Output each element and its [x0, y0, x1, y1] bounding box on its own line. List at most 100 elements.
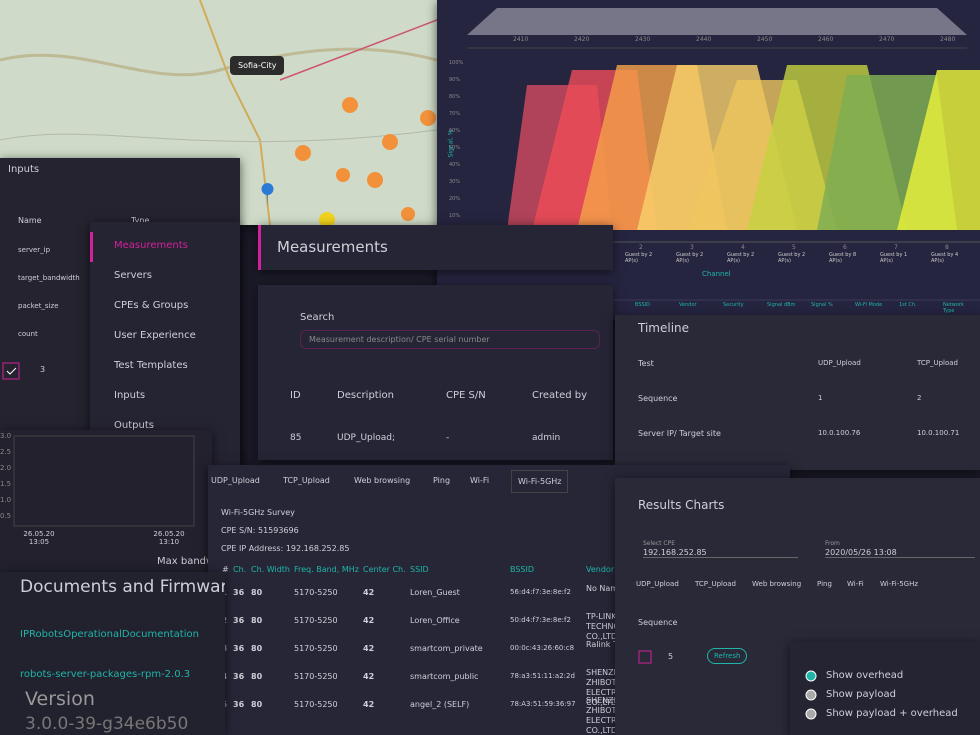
menu-item[interactable]: Servers [114, 270, 153, 281]
table-cell: 42 [363, 672, 375, 681]
tab[interactable]: Web browsing [752, 580, 802, 588]
channel-label: 5 [792, 244, 796, 251]
table-cell: 1 [818, 394, 823, 402]
doc-link[interactable]: robots-server-packages-rpm-2.0.3 [20, 669, 191, 680]
table-cell: - [446, 433, 450, 443]
table-cell: 36 [233, 588, 245, 597]
input-name: count [18, 330, 38, 338]
tab[interactable]: Wi-Fi [847, 580, 864, 588]
panel-title: Timeline [638, 321, 690, 335]
version-label: Version [25, 688, 95, 710]
survey-info: CPE S/N: 51593696 [221, 526, 299, 535]
x-tick-label: 26.05.20 13:05 [23, 530, 55, 546]
input-name: target_bandwidth [18, 274, 80, 282]
field-value[interactable]: 2020/05/26 13:08 [825, 548, 975, 558]
table-cell: Server IP/ Target site [638, 429, 721, 438]
radio-label[interactable]: Show payload [826, 689, 896, 700]
radio[interactable] [805, 670, 817, 682]
column-header: # [222, 565, 229, 574]
channel-note: Guest by 4 AP(s) [931, 252, 959, 264]
table-cell: SHENZHEN ZHIBOTONG ELECTRONICS CO.,LTD [586, 696, 642, 735]
table-cell: Test [638, 359, 654, 368]
channel-label: 3 [690, 244, 694, 251]
table-cell: 36 [233, 616, 245, 625]
column-header: Network Type [943, 302, 964, 314]
wifi-art [437, 8, 980, 301]
table-cell: 78:a3:51:11:a2:2d [510, 672, 575, 680]
tab[interactable]: Ping [817, 580, 832, 588]
tab[interactable]: Wi-Fi-5GHz [511, 470, 569, 493]
column-header: Vendor [586, 565, 615, 574]
menu-item[interactable]: Outputs [114, 420, 154, 431]
tab[interactable]: Web browsing [354, 476, 411, 485]
tab[interactable]: Wi-Fi [470, 476, 490, 485]
tab[interactable]: Wi-Fi-5GHz [880, 580, 919, 588]
legend-label: Max bandwidth [157, 556, 212, 567]
tab[interactable]: UDP_Upload [636, 580, 679, 588]
wifi-chart: 2410 2420 2430 2440 2450 2460 2470 2480 100% 90% 8… [437, 0, 980, 320]
table-cell: 5170-5250 [294, 616, 338, 625]
table-cell: smartcom_public [410, 672, 479, 681]
menu-item[interactable]: Measurements [114, 240, 188, 251]
y-tick-label: 60% [449, 128, 461, 134]
y-tick-label: 1.5 [0, 480, 12, 488]
x-tick-label: 2460 [818, 36, 834, 43]
y-tick-label: 100% [449, 60, 464, 66]
x-tick-label: 2440 [696, 36, 712, 43]
column-header: Ch. Width [251, 565, 290, 574]
checkbox[interactable] [638, 650, 652, 664]
x-tick-label: 2420 [574, 36, 590, 43]
table-cell: No Name [586, 584, 624, 593]
overhead-legend: Show overhead Show payload Show payload + … [790, 642, 980, 735]
table-cell: 10.0.100.76 [818, 429, 861, 437]
column-header: Vendor [679, 302, 697, 308]
measurements-panel: Search Measurement description/ CPE seri… [258, 285, 613, 460]
table-cell: 5170-5250 [294, 588, 338, 597]
column-header: Wi-Fi Mode [855, 302, 883, 308]
tab[interactable]: UDP_Upload [211, 476, 260, 485]
x-tick-label: 2430 [635, 36, 651, 43]
menu-item[interactable]: User Experience [114, 330, 196, 341]
doc-link[interactable]: IPRobotsOperationalDocumentation [20, 629, 199, 640]
radio-label[interactable]: Show overhead [826, 670, 904, 681]
panel-title: Inputs [8, 164, 40, 175]
table-cell: Loren_Office [410, 616, 460, 625]
table-cell: UDP_Upload; [337, 433, 396, 443]
table-cell: 50:d4:f7:3e:8e:f2 [510, 616, 571, 624]
radio[interactable] [805, 689, 817, 701]
channel-label: 6 [843, 244, 847, 251]
menu-item[interactable]: CPEs & Groups [114, 300, 189, 311]
x-tick-label: 2480 [940, 36, 956, 43]
table-cell: 42 [363, 644, 375, 653]
radio[interactable] [805, 708, 817, 720]
tab[interactable]: Ping [433, 476, 451, 485]
table-cell: 80 [251, 616, 263, 625]
table-cell: 42 [363, 616, 375, 625]
table-cell: 80 [251, 644, 263, 653]
input-name: packet_size [18, 302, 59, 310]
menu-active-bar [90, 232, 93, 262]
table-cell: 85 [290, 433, 302, 443]
menu-item[interactable]: Inputs [114, 390, 146, 401]
table-cell: 5170-5250 [294, 700, 338, 709]
x-tick-label: 26.05.20 13:10 [153, 530, 185, 546]
refresh-button[interactable]: Refresh [707, 648, 748, 664]
y-tick-label: 80% [449, 94, 461, 100]
search-input[interactable]: Measurement description/ CPE serial numb… [300, 330, 600, 349]
tab[interactable]: TCP_Upload [283, 476, 330, 485]
channel-label: 7 [894, 244, 898, 251]
tab[interactable]: TCP_Upload [695, 580, 737, 588]
field-value[interactable]: 192.168.252.85 [643, 548, 798, 558]
y-tick-label: 90% [449, 77, 461, 83]
checkbox[interactable] [2, 362, 22, 382]
radio-label[interactable]: Show payload + overhead [826, 708, 958, 719]
table-cell: 56:d4:f7:3e:8e:f2 [510, 588, 571, 596]
y-tick-label: 50% [449, 145, 461, 151]
map-popup[interactable]: Sofia-City [230, 56, 285, 75]
y-tick-label: 20% [449, 196, 461, 202]
axis-label: Signal, % [447, 129, 455, 158]
table-cell: 5170-5250 [294, 672, 338, 681]
menu-item[interactable]: Test Templates [114, 360, 188, 371]
table-cell: admin [532, 433, 561, 443]
